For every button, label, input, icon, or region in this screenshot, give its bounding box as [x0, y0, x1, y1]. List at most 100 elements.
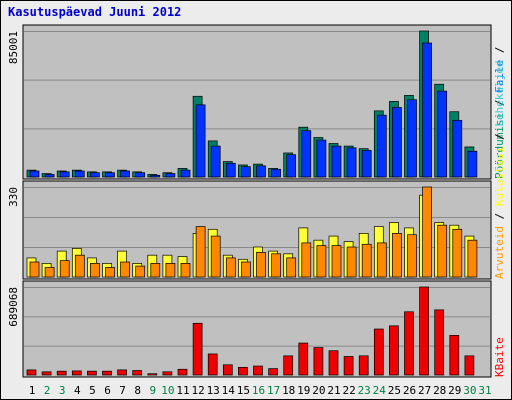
bar — [452, 228, 463, 278]
day-label: 15 — [237, 384, 250, 397]
day-label: 11 — [176, 384, 189, 397]
bar — [29, 261, 40, 278]
bar — [180, 169, 191, 178]
day-label: 7 — [119, 384, 126, 397]
legend-entry: Pöördumisi — [493, 113, 506, 179]
bar — [177, 368, 188, 376]
day-label: 5 — [89, 384, 96, 397]
day-label: 23 — [358, 384, 371, 397]
bar — [419, 286, 429, 376]
bar — [298, 342, 309, 376]
bar — [392, 107, 402, 178]
day-label: 29 — [448, 384, 461, 397]
legend-entry: Leheküljed — [493, 60, 506, 126]
bar — [301, 130, 312, 178]
legend: Pöördumisi / Faile / — [493, 47, 506, 179]
day-label: 10 — [161, 384, 174, 397]
day-label: 1 — [29, 384, 36, 397]
max-value-label: 689068 — [7, 287, 20, 327]
bar — [90, 172, 100, 178]
day-label: 31 — [478, 384, 491, 397]
day-label: 19 — [297, 384, 310, 397]
bar — [150, 174, 161, 178]
day-label: 8 — [134, 384, 141, 397]
day-label: 16 — [252, 384, 265, 397]
bar — [404, 311, 414, 376]
bar — [268, 368, 278, 376]
legend-entry: Külastusi — [493, 147, 506, 207]
day-label: 25 — [388, 384, 401, 397]
day-label: 2 — [44, 384, 51, 397]
bar — [44, 174, 55, 178]
bar — [346, 246, 357, 278]
bar — [422, 186, 432, 278]
bar — [59, 171, 70, 178]
bar — [376, 242, 387, 278]
bar — [464, 355, 475, 376]
bar — [147, 373, 158, 376]
bar — [87, 370, 97, 376]
bar — [238, 366, 248, 376]
panel-2: 330 Arvuteid / Külastusi / Leheküljed — [7, 60, 506, 280]
bar — [256, 252, 266, 278]
bar — [241, 166, 251, 178]
day-label: 14 — [222, 384, 236, 397]
bar — [286, 154, 297, 178]
bar — [165, 173, 176, 178]
bar — [120, 261, 130, 278]
bar — [253, 365, 263, 376]
day-label: 28 — [433, 384, 446, 397]
day-label: 26 — [403, 384, 416, 397]
bar — [407, 99, 417, 178]
bar — [225, 162, 236, 178]
bar — [222, 364, 233, 376]
bar — [316, 245, 327, 278]
legend-entry: / — [493, 206, 506, 226]
bar — [135, 172, 146, 178]
day-label: 12 — [191, 384, 204, 397]
bar — [165, 263, 176, 278]
bar — [449, 335, 460, 376]
bar — [434, 309, 445, 376]
bar — [120, 170, 130, 178]
bar — [256, 165, 266, 178]
bar — [452, 119, 463, 178]
bar — [316, 139, 327, 178]
bar — [105, 172, 115, 178]
day-label: 22 — [342, 384, 355, 397]
bar — [437, 90, 448, 178]
panel-3: 689068 KBaite — [7, 280, 506, 378]
bar — [389, 325, 399, 376]
legend-entry: / — [493, 47, 506, 60]
bar — [132, 370, 143, 376]
bar — [105, 267, 115, 278]
chart-title: Kasutuspäevad Juuni 2012 — [8, 5, 182, 19]
bar — [241, 261, 251, 278]
bar — [117, 369, 127, 376]
day-label: 20 — [312, 384, 325, 397]
legend-entry: / — [493, 93, 506, 113]
bar — [373, 328, 384, 376]
legend-entry: Faile — [493, 60, 506, 93]
bar — [328, 350, 339, 376]
bar — [346, 147, 357, 178]
bar — [358, 355, 369, 376]
bar — [283, 355, 294, 376]
day-label: 24 — [373, 384, 387, 397]
day-label: 6 — [104, 384, 111, 397]
bar — [90, 263, 100, 278]
legend: Arvuteid / Külastusi / Leheküljed — [493, 60, 506, 279]
bar — [301, 242, 312, 278]
bar — [313, 347, 324, 376]
legend-entry: Arvuteid — [493, 226, 506, 279]
bar — [271, 253, 281, 278]
bar — [41, 371, 52, 376]
bar — [56, 370, 67, 376]
bar — [210, 145, 221, 178]
max-value-label: 85001 — [7, 31, 20, 64]
bar — [207, 353, 218, 376]
bar — [331, 245, 342, 278]
bar — [26, 369, 37, 376]
day-label: 4 — [74, 384, 81, 397]
